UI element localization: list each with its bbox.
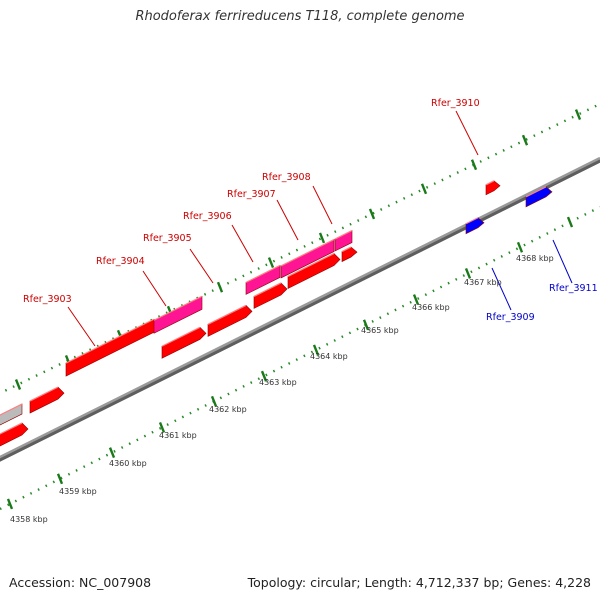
gene-label-rfer-3905[interactable]: Rfer_3905 xyxy=(143,233,192,244)
tick-mark xyxy=(566,216,574,228)
genome-backbone-shadow xyxy=(0,157,600,462)
feature-other-highlight xyxy=(0,403,23,416)
scale-label: 4360 kbp xyxy=(109,459,147,468)
cds-rfer-3903[interactable] xyxy=(65,318,161,377)
tick-mark xyxy=(210,395,218,407)
leader-line xyxy=(142,270,167,307)
cds-rfer-3904-highlight xyxy=(161,326,201,347)
scale-label: 4362 kbp xyxy=(209,405,247,414)
scale-label: 4364 kbp xyxy=(310,352,348,361)
cds-rfer-3903a-highlight xyxy=(29,386,59,402)
cds-rfer-3903a[interactable] xyxy=(29,386,65,414)
feature-rfer-3904[interactable] xyxy=(153,295,203,334)
scale-label: 4365 kbp xyxy=(361,326,399,335)
lower-major-ticks xyxy=(6,216,574,510)
gene-label-rfer-3911[interactable]: Rfer_3911 xyxy=(549,283,598,294)
scale-label: 4368 kbp xyxy=(516,254,554,263)
upper-major-ticks xyxy=(14,109,582,390)
map-title: Rhodoferax ferrireducens T118, complete … xyxy=(135,9,465,24)
cds-rfer-3902[interactable] xyxy=(0,422,29,451)
scale-label: 4366 kbp xyxy=(412,303,450,312)
leader-line xyxy=(67,306,96,347)
leader-line xyxy=(455,110,479,156)
cds-rfer-3910[interactable] xyxy=(485,180,501,196)
tick-mark xyxy=(14,379,22,390)
leader-line xyxy=(231,224,254,263)
cds-rfer-3904[interactable] xyxy=(161,326,207,359)
cds-rfer-3903-highlight xyxy=(65,318,155,364)
gene-label-rfer-3908[interactable]: Rfer_3908 xyxy=(262,172,311,183)
lower-tick-track xyxy=(0,205,600,511)
tick-mark xyxy=(574,109,582,121)
gene-label-rfer-3906[interactable]: Rfer_3906 xyxy=(183,211,232,222)
tick-mark xyxy=(267,257,275,269)
scale-label: 4367 kbp xyxy=(464,278,502,287)
feature-rfer-3908-highlight xyxy=(334,230,353,240)
feature-track xyxy=(0,180,553,451)
label-leaders xyxy=(67,110,573,347)
tick-mark xyxy=(412,294,420,306)
cds-rfer-3906[interactable] xyxy=(253,282,288,309)
tick-mark xyxy=(312,344,320,356)
accession-text: Accession: NC_007908 xyxy=(9,575,152,590)
tick-mark xyxy=(470,159,478,171)
gene-label-rfer-3904[interactable]: Rfer_3904 xyxy=(96,256,145,267)
tick-mark xyxy=(260,370,268,382)
cds-rfer-3908-highlight xyxy=(341,246,352,253)
cds-rfer-3902-highlight xyxy=(0,422,23,435)
leader-line xyxy=(189,248,214,284)
feature-rfer-3907-highlight xyxy=(280,238,335,267)
scale-label: 4363 kbp xyxy=(259,378,297,387)
tick-mark xyxy=(158,422,166,433)
leader-line xyxy=(491,267,512,311)
feature-rfer-3906-highlight xyxy=(245,264,281,283)
leader-line xyxy=(552,239,573,284)
gene-label-rfer-3910[interactable]: Rfer_3910 xyxy=(431,98,480,109)
tick-mark xyxy=(521,134,529,146)
scale-label: 4359 kbp xyxy=(59,487,97,496)
scale-labels: 4358 kbp 4359 kbp 4360 kbp 4361 kbp 4362 kbp… xyxy=(10,254,554,524)
scale-label: 4358 kbp xyxy=(10,515,48,524)
cds-rfer-3905-highlight xyxy=(207,304,247,325)
tick-mark xyxy=(318,232,326,244)
tick-mark xyxy=(368,208,376,220)
gene-labels[interactable]: Rfer_3903 Rfer_3904 Rfer_3905 Rfer_3906 Rfer… xyxy=(23,98,598,323)
cds-rfer-3907-highlight xyxy=(287,253,335,277)
genome-summary-text: Topology: circular; Length: 4,712,337 bp… xyxy=(247,575,591,590)
cds-rfer-3909[interactable] xyxy=(465,217,485,235)
leader-line xyxy=(276,199,299,241)
cds-rfer-3905[interactable] xyxy=(207,305,253,337)
tick-mark xyxy=(216,281,224,293)
tick-mark xyxy=(6,498,14,510)
tick-mark xyxy=(362,319,370,331)
cds-rfer-3907[interactable] xyxy=(287,253,341,289)
cds-rfer-3911-highlight xyxy=(525,186,547,198)
cds-rfer-3908[interactable] xyxy=(341,246,358,263)
gene-label-rfer-3907[interactable]: Rfer_3907 xyxy=(227,189,276,200)
cds-rfer-3911[interactable] xyxy=(525,186,553,208)
tick-mark xyxy=(56,473,64,485)
cds-rfer-3909-highlight xyxy=(465,217,479,225)
tick-mark xyxy=(516,241,524,253)
feature-rfer-3904-highlight xyxy=(153,295,203,321)
tick-mark xyxy=(464,267,472,279)
cds-rfer-3906-highlight xyxy=(253,282,282,297)
genome-backbone xyxy=(0,156,600,459)
scale-label: 4361 kbp xyxy=(159,431,197,440)
leader-line xyxy=(312,185,333,225)
tick-mark xyxy=(420,183,428,195)
tick-mark xyxy=(108,447,116,459)
gene-label-rfer-3903[interactable]: Rfer_3903 xyxy=(23,294,72,305)
cds-rfer-3910-highlight xyxy=(485,180,495,186)
gene-label-rfer-3909[interactable]: Rfer_3909 xyxy=(486,312,535,323)
